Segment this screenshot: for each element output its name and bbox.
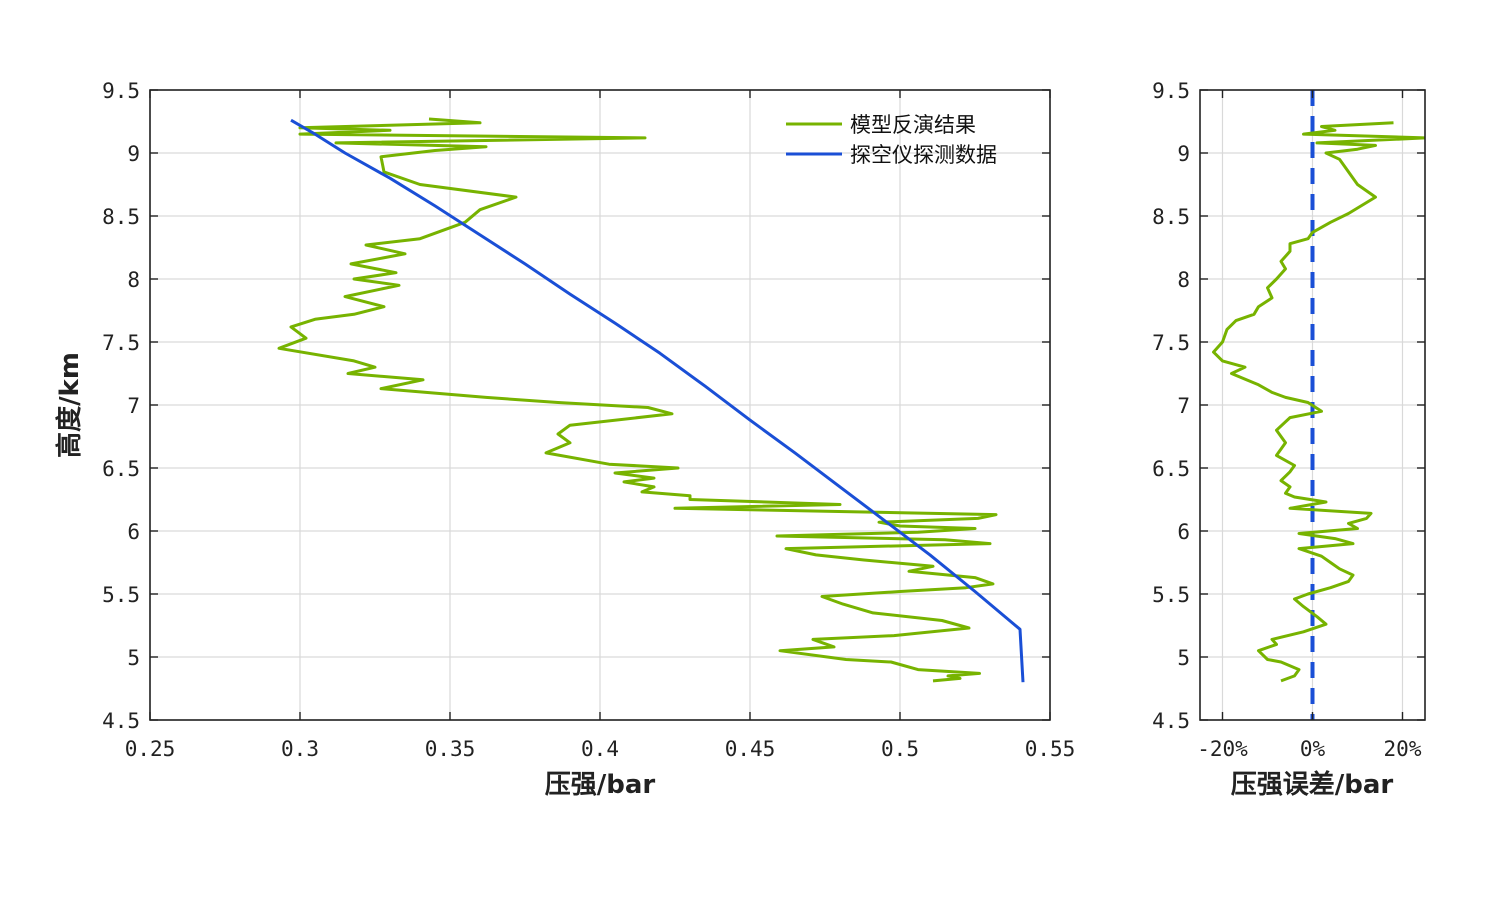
- y-tick-label: 6.5: [1152, 457, 1190, 481]
- x-tick-label: 0.55: [1025, 737, 1076, 761]
- main-plot-series: [277, 117, 1025, 683]
- legend-label-model: 模型反演结果: [850, 113, 976, 137]
- x-tick-label: 0%: [1300, 737, 1326, 761]
- y-tick-label: 5: [127, 646, 140, 670]
- main-y-axis-label: 高度/km: [54, 352, 85, 458]
- x-tick-label: 20%: [1384, 737, 1422, 761]
- y-tick-label: 6.5: [102, 457, 140, 481]
- y-tick-label: 7.5: [1152, 331, 1190, 355]
- y-tick-label: 8.5: [1152, 205, 1190, 229]
- x-tick-label: 0.25: [125, 737, 176, 761]
- y-tick-label: 9: [1177, 142, 1190, 166]
- legend: 模型反演结果 探空仪探测数据: [786, 113, 997, 167]
- x-tick-label: 0.5: [881, 737, 919, 761]
- y-tick-label: 7.5: [102, 331, 140, 355]
- y-tick-label: 9: [127, 142, 140, 166]
- x-tick-label: -20%: [1197, 737, 1248, 761]
- y-tick-label: 9.5: [102, 79, 140, 103]
- main-plot-ticks: 4.5 5 5.5 6 6.5 7 7.5 8 8.5 9 9.5 0.25 0.3 0.35 0.4 0.4…: [102, 79, 1075, 761]
- y-tick-label: 7: [1177, 394, 1190, 418]
- y-tick-label: 5: [1177, 646, 1190, 670]
- y-tick-label: 7: [127, 394, 140, 418]
- main-x-axis-label: 压强/bar: [545, 770, 656, 800]
- y-tick-label: 9.5: [1152, 79, 1190, 103]
- x-tick-label: 0.45: [725, 737, 776, 761]
- x-tick-label: 0.4: [581, 737, 619, 761]
- y-tick-label: 5.5: [102, 583, 140, 607]
- y-tick-label: 6: [1177, 520, 1190, 544]
- x-tick-label: 0.35: [425, 737, 476, 761]
- legend-label-radiosonde: 探空仪探测数据: [850, 143, 997, 167]
- y-tick-label: 4.5: [102, 709, 140, 733]
- series-line-0: [277, 117, 998, 683]
- y-tick-label: 6: [127, 520, 140, 544]
- error-plot-series: [1212, 90, 1425, 720]
- y-tick-label: 8.5: [102, 205, 140, 229]
- y-tick-label: 8: [127, 268, 140, 292]
- series-line-1: [290, 118, 1025, 683]
- series-line-0: [1212, 121, 1425, 683]
- error-plot-ticks: 4.5 5 5.5 6 6.5 7 7.5 8 8.5 9 9.5 -20% 0% 20%: [1152, 79, 1425, 761]
- y-tick-label: 8: [1177, 268, 1190, 292]
- x-tick-label: 0.3: [281, 737, 319, 761]
- y-tick-label: 5.5: [1152, 583, 1190, 607]
- error-x-axis-label: 压强误差/bar: [1231, 769, 1394, 800]
- y-tick-label: 4.5: [1152, 709, 1190, 733]
